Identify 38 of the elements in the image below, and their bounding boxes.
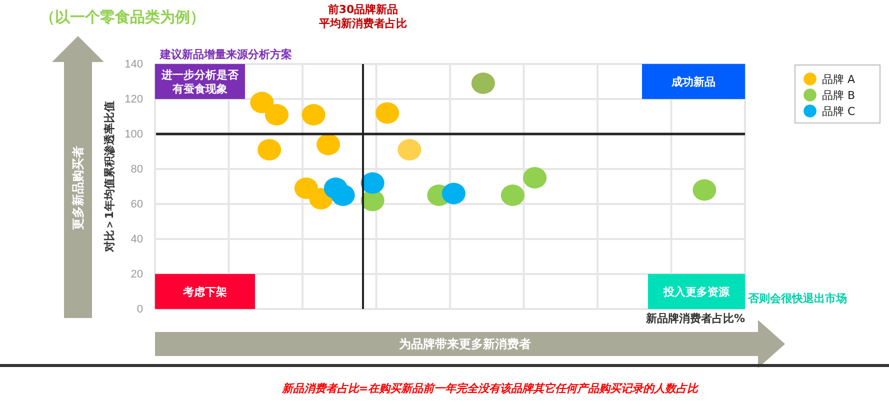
point (360, 172, 384, 194)
text: 为品牌带来更多新消费者 (399, 337, 531, 351)
point (398, 139, 422, 160)
y-tick-label: 40 (130, 234, 143, 246)
legend-label: 品牌 A (822, 73, 856, 86)
text: 新品消费者占比=在购买新品前一年完全没有该品牌其它任何产品购买记录的人数占比 (280, 382, 700, 395)
point (442, 182, 466, 204)
y-tick-label: 140 (124, 58, 143, 71)
y-tick-label: 120 (124, 94, 143, 106)
legend-label: 品牌 B (822, 89, 856, 102)
point (523, 167, 547, 188)
annotation: 进一步分析是否有蚕食现象 (160, 68, 240, 96)
annotation: 考虑下架 (182, 286, 227, 298)
text: 否则会很快退出市场 (747, 292, 847, 305)
annotation: 投入更多资源 (662, 286, 730, 298)
point (331, 184, 355, 206)
y-axis-title: 对比＞1年均值累积渗透率比值 (103, 101, 116, 253)
text: 前30品牌新品平均新消费者占比 (318, 3, 407, 30)
y-tick-label: 80 (130, 164, 143, 176)
point (692, 179, 716, 201)
chart-title: （以一个零食品类为例） (40, 8, 205, 26)
y-tick-label: 20 (130, 268, 143, 281)
annotation: 成功新品 (670, 76, 716, 88)
point (250, 92, 274, 114)
text: 更多新品购买者 (71, 146, 85, 230)
text: 建议新品增量来源分析方案 (159, 48, 292, 61)
point (316, 134, 340, 156)
y-tick-label: 60 (130, 198, 143, 211)
y-tick-label: 0 (136, 304, 143, 316)
point (264, 104, 288, 126)
legend-label: 品牌 C (822, 105, 856, 118)
point (302, 104, 326, 126)
y-tick-label: 100 (124, 128, 143, 141)
point (376, 102, 400, 124)
point (258, 139, 282, 160)
point (471, 72, 495, 94)
x-axis-title: 新品牌消费者占比% (644, 312, 745, 325)
point (500, 184, 524, 206)
